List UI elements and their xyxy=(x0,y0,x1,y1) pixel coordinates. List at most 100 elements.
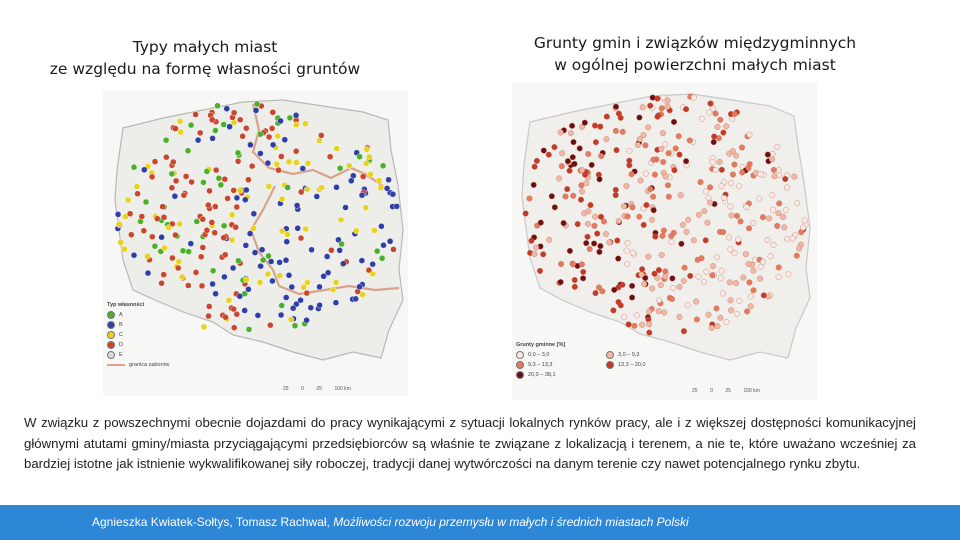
town-marker xyxy=(229,264,237,272)
town-marker xyxy=(564,186,571,193)
town-marker xyxy=(264,270,272,278)
town-marker xyxy=(299,165,307,172)
town-marker xyxy=(801,217,808,224)
town-marker xyxy=(728,307,735,314)
town-marker xyxy=(717,314,724,321)
town-marker xyxy=(245,326,253,333)
town-marker xyxy=(651,171,658,178)
town-marker xyxy=(360,173,367,180)
town-marker xyxy=(641,281,648,287)
town-marker xyxy=(760,292,767,299)
left-legend-label: A xyxy=(119,312,123,318)
town-marker xyxy=(718,183,725,190)
town-marker xyxy=(726,279,733,286)
town-marker xyxy=(642,275,649,281)
town-marker xyxy=(606,239,613,246)
town-marker xyxy=(720,229,727,236)
town-marker xyxy=(192,269,200,276)
town-marker xyxy=(617,302,624,309)
town-marker xyxy=(601,218,607,225)
town-marker xyxy=(578,261,585,268)
town-marker xyxy=(332,299,340,306)
town-marker xyxy=(209,135,216,142)
town-marker xyxy=(540,251,547,258)
town-marker xyxy=(551,204,558,211)
town-marker xyxy=(533,157,540,164)
town-marker xyxy=(723,123,730,130)
town-marker xyxy=(690,94,697,101)
town-marker xyxy=(275,166,282,174)
town-marker xyxy=(208,116,216,123)
town-marker xyxy=(199,216,207,223)
town-marker xyxy=(530,181,537,188)
town-marker xyxy=(209,280,216,288)
town-marker xyxy=(187,121,195,129)
town-marker xyxy=(782,176,789,182)
town-marker xyxy=(383,185,391,192)
town-marker xyxy=(342,204,349,211)
town-marker xyxy=(771,173,778,180)
town-marker xyxy=(235,257,242,265)
town-marker xyxy=(737,218,744,225)
town-marker xyxy=(705,311,712,318)
town-marker xyxy=(727,180,734,187)
town-marker xyxy=(236,116,244,123)
town-marker xyxy=(693,316,700,323)
town-marker xyxy=(701,278,708,285)
town-marker xyxy=(637,177,644,184)
town-marker xyxy=(251,249,259,256)
town-marker xyxy=(687,272,694,279)
town-marker xyxy=(284,184,291,191)
town-marker xyxy=(764,237,771,243)
town-marker xyxy=(141,166,148,174)
citation: Agnieszka Kwiatek-Sołtys, Tomasz Rachwał… xyxy=(92,515,689,529)
town-marker xyxy=(252,107,260,114)
town-marker xyxy=(729,148,736,155)
town-marker xyxy=(537,219,544,226)
town-marker xyxy=(386,238,394,245)
town-marker xyxy=(791,173,798,180)
town-marker xyxy=(785,271,792,278)
town-marker xyxy=(267,321,274,329)
left-legend-title: Typ własności xyxy=(107,302,145,308)
town-marker xyxy=(746,279,753,286)
town-marker xyxy=(247,141,254,149)
town-marker xyxy=(629,249,636,256)
town-marker xyxy=(750,219,757,226)
town-marker xyxy=(151,158,159,165)
town-marker xyxy=(223,105,231,112)
town-marker xyxy=(585,151,592,157)
left-scale-label-0: 25 xyxy=(283,386,289,392)
body-paragraph: W związku z powszechnymi obecnie dojazda… xyxy=(24,415,916,471)
town-marker xyxy=(199,244,207,251)
town-marker xyxy=(623,183,630,190)
town-marker xyxy=(783,207,790,214)
town-marker xyxy=(234,158,242,165)
town-marker xyxy=(646,308,653,315)
town-marker xyxy=(671,118,677,125)
town-marker xyxy=(658,252,665,259)
town-marker xyxy=(636,114,643,121)
town-marker xyxy=(241,307,248,314)
town-marker xyxy=(731,161,738,168)
town-marker xyxy=(200,179,207,186)
town-marker xyxy=(338,240,345,248)
town-marker xyxy=(766,215,773,222)
town-marker xyxy=(639,104,646,111)
town-marker xyxy=(731,111,738,117)
town-marker xyxy=(267,258,275,265)
town-marker xyxy=(297,234,305,242)
town-marker xyxy=(198,282,206,290)
town-marker xyxy=(276,272,284,279)
town-marker xyxy=(221,175,229,183)
town-marker xyxy=(212,203,219,210)
town-marker xyxy=(723,319,730,325)
town-marker xyxy=(212,166,220,174)
town-marker xyxy=(297,296,304,304)
town-marker xyxy=(567,130,574,137)
town-marker xyxy=(161,244,168,252)
town-marker xyxy=(248,162,256,170)
town-marker xyxy=(258,246,266,253)
town-marker xyxy=(578,196,584,203)
town-marker xyxy=(597,123,604,130)
